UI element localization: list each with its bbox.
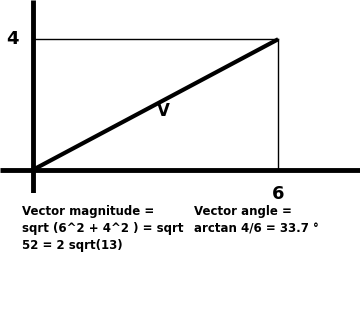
Text: 4: 4: [6, 30, 18, 48]
Text: V: V: [157, 102, 170, 120]
Text: 6: 6: [272, 185, 284, 203]
Text: Vector magnitude =
sqrt (6^2 + 4^2 ) = sqrt
52 = 2 sqrt(13): Vector magnitude = sqrt (6^2 + 4^2 ) = s…: [22, 205, 183, 252]
Text: Vector angle =
arctan 4/6 = 33.7 °: Vector angle = arctan 4/6 = 33.7 °: [194, 205, 319, 235]
